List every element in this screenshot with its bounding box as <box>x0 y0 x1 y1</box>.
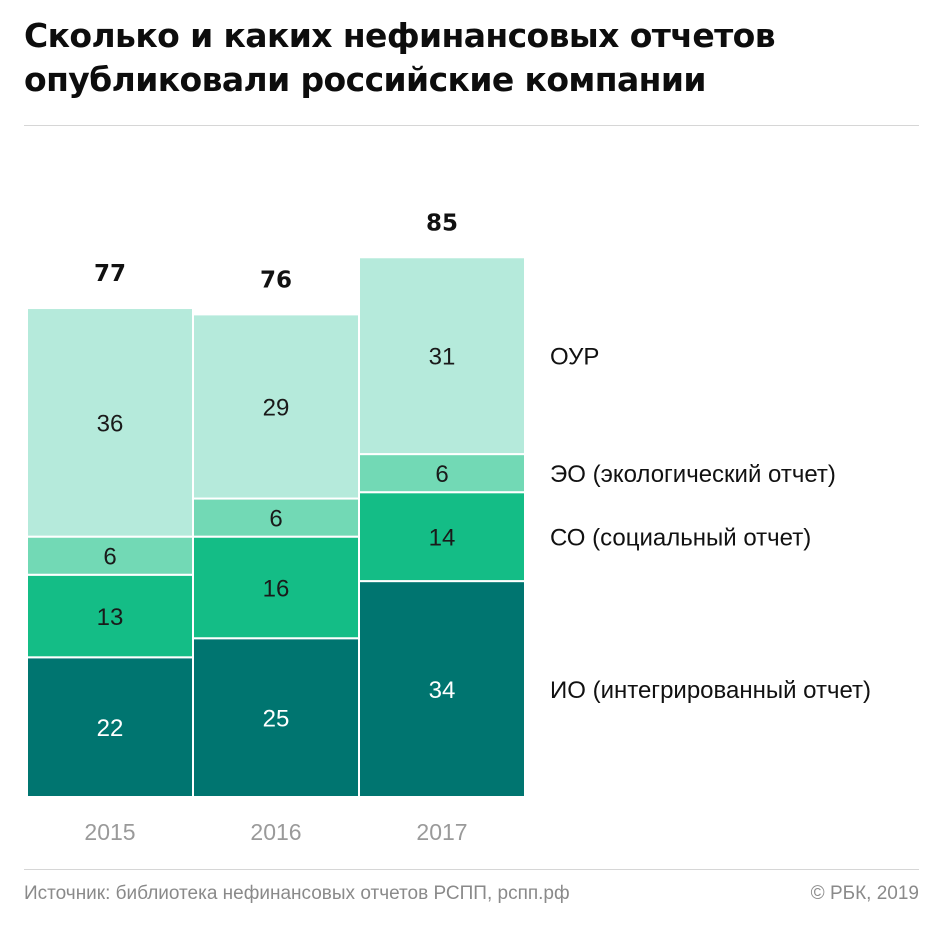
x-tick-label: 2016 <box>250 819 301 845</box>
legend-entry: ИО (интегрированный отчет) <box>550 677 871 704</box>
segment-value-label: 6 <box>269 506 282 533</box>
segment-value-label: 16 <box>263 575 290 602</box>
segment-value-label: 36 <box>97 410 124 437</box>
bar-segment <box>358 491 526 583</box>
page-title-line-2: опубликовали российские компании <box>24 60 706 99</box>
bar-segment <box>192 313 360 500</box>
legend-entry: СО (социальный отчет) <box>550 525 811 552</box>
segment-value-label: 6 <box>103 544 116 571</box>
page-title-line-1: Сколько и каких нефинансовых отчетов <box>24 16 776 55</box>
bar-total-label: 85 <box>426 210 458 236</box>
source-note: Источник: библиотека нефинансовых отчето… <box>24 883 570 904</box>
bar-segment <box>192 535 360 640</box>
bar-segment <box>26 535 194 576</box>
segment-value-label: 29 <box>263 394 290 421</box>
segment-value-label: 14 <box>429 525 456 552</box>
bar-segment <box>192 637 360 798</box>
bar-segment <box>192 497 360 538</box>
stacked-bar-chart: 22 13 6 36 77 2015 25 16 6 29 76 2016 34 14 6 31 85 2017 И… <box>26 210 871 845</box>
segment-value-label: 22 <box>97 715 124 742</box>
bar-segment <box>26 573 194 659</box>
x-tick-label: 2015 <box>84 819 135 845</box>
legend-entry: ОУР <box>550 344 599 371</box>
bar-total-label: 77 <box>94 261 126 287</box>
bottom-divider <box>24 869 919 870</box>
top-divider <box>24 125 919 126</box>
segment-value-label: 31 <box>429 344 456 371</box>
segment-value-label: 13 <box>97 604 124 631</box>
segment-value-label: 25 <box>263 706 290 733</box>
bar-total-label: 76 <box>260 267 292 293</box>
legend-entry: ЭО (экологический отчет) <box>550 461 836 488</box>
copyright-note: © РБК, 2019 <box>810 883 919 904</box>
page-title: Сколько и каких нефинансовых отчетов опу… <box>24 14 924 102</box>
x-tick-label: 2017 <box>416 819 467 845</box>
segment-value-label: 34 <box>429 677 456 704</box>
bar-segment <box>358 256 526 456</box>
segment-value-label: 6 <box>435 461 448 488</box>
